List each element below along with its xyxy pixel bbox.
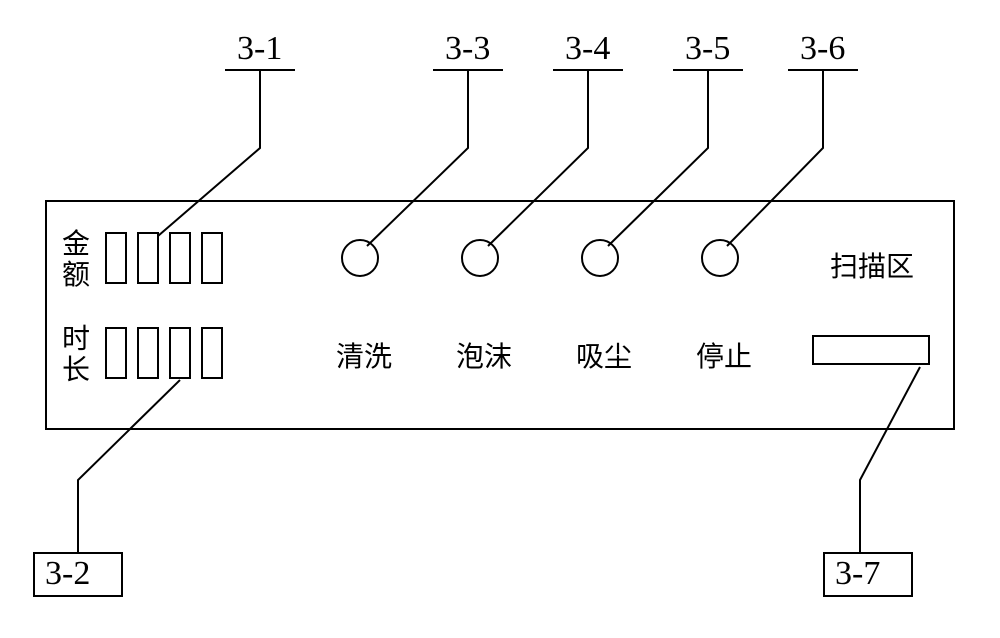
duration-digit xyxy=(201,327,223,379)
scan-area-label: 扫描区 xyxy=(830,245,914,285)
amount-digit xyxy=(201,232,223,284)
duration-digit xyxy=(137,327,159,379)
stop-button[interactable] xyxy=(701,239,739,277)
amount-digit xyxy=(169,232,191,284)
vacuum-button[interactable] xyxy=(581,239,619,277)
amount-label: 金 额 xyxy=(62,230,90,292)
amount-digit xyxy=(137,232,159,284)
callout-label-3-1: 3-1 xyxy=(237,30,282,68)
foam-label: 泡沫 xyxy=(456,335,512,375)
stop-label: 停止 xyxy=(696,335,752,375)
callout-box-3-7 xyxy=(823,552,913,597)
wash-button[interactable] xyxy=(341,239,379,277)
duration-digit xyxy=(169,327,191,379)
duration-digit xyxy=(105,327,127,379)
scan-slot[interactable] xyxy=(812,335,930,365)
foam-button[interactable] xyxy=(461,239,499,277)
callout-label-3-6: 3-6 xyxy=(800,30,845,68)
callout-box-3-2 xyxy=(33,552,123,597)
amount-digit xyxy=(105,232,127,284)
wash-label: 清洗 xyxy=(336,335,392,375)
callout-label-3-5: 3-5 xyxy=(685,30,730,68)
callout-label-3-3: 3-3 xyxy=(445,30,490,68)
vacuum-label: 吸尘 xyxy=(576,335,632,375)
duration-label: 时 长 xyxy=(62,325,90,387)
callout-label-3-4: 3-4 xyxy=(565,30,610,68)
